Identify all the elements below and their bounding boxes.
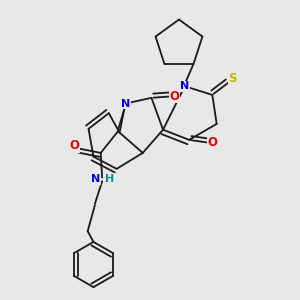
- Text: O: O: [70, 139, 80, 152]
- Text: O: O: [207, 136, 217, 149]
- Text: S: S: [228, 73, 237, 85]
- Text: N: N: [121, 99, 130, 109]
- Text: N: N: [180, 81, 189, 91]
- Text: O: O: [169, 90, 180, 103]
- Text: H: H: [105, 174, 114, 184]
- Text: N: N: [91, 174, 101, 184]
